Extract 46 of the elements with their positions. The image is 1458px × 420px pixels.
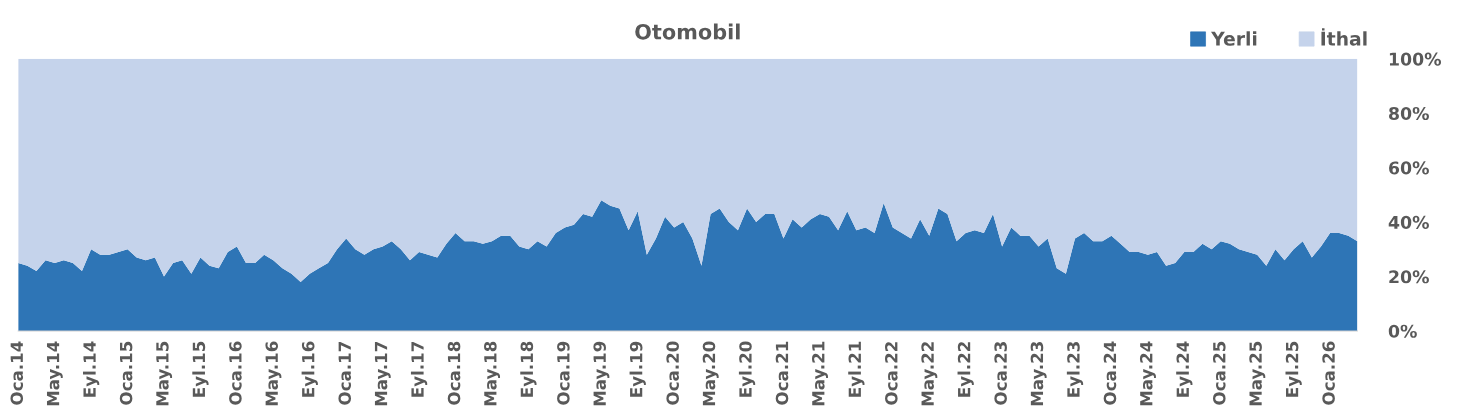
x-tick-label: May.17 [374, 342, 391, 406]
x-tick-label: Eyl.16 [301, 341, 318, 397]
x-tick-label: Eyl.25 [1285, 341, 1302, 397]
x-tick-label: May.24 [1139, 341, 1156, 406]
x-tick-label: Eyl.22 [957, 342, 974, 397]
legend-label: Yerli [1211, 31, 1257, 46]
x-tick-label: Oca.19 [557, 341, 570, 405]
x-tick-label: May.15 [156, 341, 173, 406]
x-tick-label: Oca.18 [447, 341, 461, 405]
x-tick-label: Oca.15 [119, 341, 133, 405]
x-tick-label: May.18 [484, 341, 501, 406]
y-tick-label: 0% [1388, 324, 1417, 338]
x-tick-label: May.25 [1249, 341, 1266, 406]
x-tick-label: Eyl.20 [738, 341, 756, 397]
x-tick-label: Oca.25 [1212, 341, 1226, 405]
y-tick-label: 60% [1389, 161, 1429, 175]
x-tick-label: Eyl.14 [82, 341, 100, 397]
y-tick-label: 20% [1389, 270, 1429, 284]
x-tick-label: Eyl.18 [520, 341, 537, 397]
x-tick-label: Oca.21 [775, 341, 789, 405]
x-tick-label: Eyl.21 [848, 341, 865, 397]
x-tick-label: Oca.20 [666, 341, 679, 405]
y-tick-label: 40% [1388, 215, 1429, 229]
legend-label: İthal [1321, 28, 1367, 46]
chart-title: Otomobil [635, 23, 740, 40]
x-tick-label: May.14 [46, 341, 63, 406]
x-tick-label: Eyl.24 [1176, 341, 1193, 397]
x-tick-label: Oca.26 [1322, 341, 1335, 405]
x-tick-label: May.21 [812, 341, 828, 406]
x-tick-label: Eyl.19 [629, 341, 646, 397]
x-tick-label: Oca.22 [885, 342, 898, 405]
x-tick-label: Oca.23 [994, 342, 1007, 405]
y-tick-label: 100% [1389, 52, 1442, 66]
x-tick-label: Oca.16 [229, 341, 242, 405]
x-tick-label: Oca.17 [338, 342, 352, 405]
x-tick-label: Eyl.15 [192, 341, 209, 397]
x-tick-label: Oca.14 [10, 341, 24, 405]
x-tick-label: Oca.24 [1103, 341, 1117, 405]
x-tick-label: May.22 [921, 342, 938, 406]
x-tick-label: May.19 [593, 341, 610, 406]
y-tick-label: 80% [1389, 106, 1429, 121]
x-tick-label: May.16 [265, 341, 282, 406]
x-tick-label: May.20 [702, 341, 719, 406]
x-tick-label: Eyl.17 [410, 342, 428, 397]
x-tick-label: May.23 [1030, 342, 1047, 406]
x-tick-label: Eyl.23 [1066, 342, 1084, 397]
